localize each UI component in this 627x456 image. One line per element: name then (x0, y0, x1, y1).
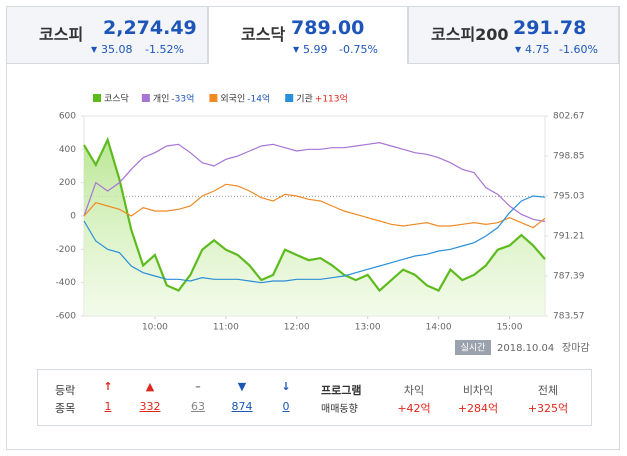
index-change: 4.75 (525, 43, 550, 56)
index-change: 35.08 (101, 43, 133, 56)
y-tick-label: -600 (56, 312, 77, 322)
tab: 코스피200 291.78 ▼ 4.75 -1.60% (408, 6, 619, 64)
index-rate: -1.60% (559, 43, 598, 56)
program-value: +284억 (457, 402, 499, 415)
x-tick-label: 14:00 (426, 323, 452, 333)
y-tick-label: 600 (59, 112, 76, 122)
x-tick-label: 11:00 (213, 323, 239, 333)
breadth-title: 종목 (55, 402, 76, 415)
x-tick-label: 13:00 (355, 323, 381, 333)
y-tick-label: 200 (59, 178, 76, 188)
legend-label: 기관 (296, 94, 313, 105)
breadth-symbol: – (195, 380, 201, 393)
breadth-symbol: ▼ (237, 380, 247, 393)
tab: 코스닥 789.00 ▼ 5.99 -0.75% (208, 6, 408, 64)
x-tick-label: 15:00 (497, 323, 523, 333)
series-line (83, 136, 546, 293)
y2-tick-label: 787.39 (553, 272, 585, 282)
x-tick-label: 10:00 (142, 323, 168, 333)
program-title: 매매동향 (321, 404, 358, 415)
legend-value: -14억 (247, 93, 270, 105)
legend-swatch (93, 94, 101, 102)
badge: 실시간 (461, 343, 486, 354)
legend-swatch (141, 94, 150, 102)
down-arrow: ▼ (293, 45, 300, 54)
legend-label: 코스닥 (104, 94, 129, 105)
index-value: 2,274.49 (103, 17, 197, 39)
tab: 코스피 2,274.49 ▼ 35.08 -1.52% (6, 6, 208, 64)
program-label: 비차익 (462, 384, 494, 397)
x-tick-label: 12:00 (284, 323, 310, 333)
index-value: 789.00 (291, 17, 365, 39)
legend-value: -33억 (171, 93, 194, 105)
y-tick-label: 400 (59, 145, 76, 155)
legend-swatch (209, 94, 218, 102)
legend-label: 외국인 (220, 93, 245, 105)
status-date: 2018.10.04 (497, 343, 554, 354)
y-tick-label: 0 (70, 212, 76, 222)
index-name: 코스피 (39, 25, 84, 44)
program-label: 전체 (537, 384, 559, 397)
index-change: 5.99 (303, 43, 328, 56)
legend-swatch (285, 94, 294, 102)
y2-tick-label: 802.67 (553, 112, 585, 122)
area (84, 139, 545, 316)
y-tick-label: -400 (56, 278, 77, 288)
y2-tick-label: 783.57 (553, 312, 585, 322)
index-name: 코스닥 (241, 25, 286, 44)
series-line (83, 142, 546, 223)
program-value: +325억 (527, 402, 569, 415)
status-state: 장마감 (562, 342, 590, 354)
series-line (83, 183, 546, 229)
series-line (83, 195, 546, 284)
badge-bg (455, 340, 491, 355)
index-rate: -1.52% (145, 43, 184, 56)
y2-tick-label: 795.03 (553, 192, 585, 202)
legend-value: +113억 (315, 93, 348, 105)
y2-tick-label: 798.85 (553, 152, 585, 162)
breadth-symbol: ↑ (103, 380, 113, 393)
breadth-symbol: ▲ (145, 380, 155, 393)
breadth-value: 332 (139, 400, 161, 413)
y-tick-label: -200 (56, 245, 77, 255)
index-name: 코스피200 (431, 25, 509, 44)
breadth-value: 0 (282, 400, 290, 413)
down-arrow: ▼ (91, 45, 98, 54)
program-label: 차익 (403, 384, 425, 397)
breadth-value: 1 (104, 400, 112, 413)
breadth-symbol: ↓ (281, 380, 291, 393)
breadth-title: 등락 (55, 384, 76, 397)
index-rate: -0.75% (339, 43, 378, 56)
down-arrow: ▼ (515, 45, 522, 54)
legend-label: 개인 (153, 94, 170, 105)
breadth-value: 874 (231, 400, 253, 413)
y2-tick-label: 791.21 (553, 232, 585, 242)
program-title: 프로그램 (321, 384, 362, 397)
index-value: 291.78 (513, 17, 587, 39)
breadth-value: 63 (191, 400, 205, 413)
program-value: +42억 (397, 402, 431, 415)
